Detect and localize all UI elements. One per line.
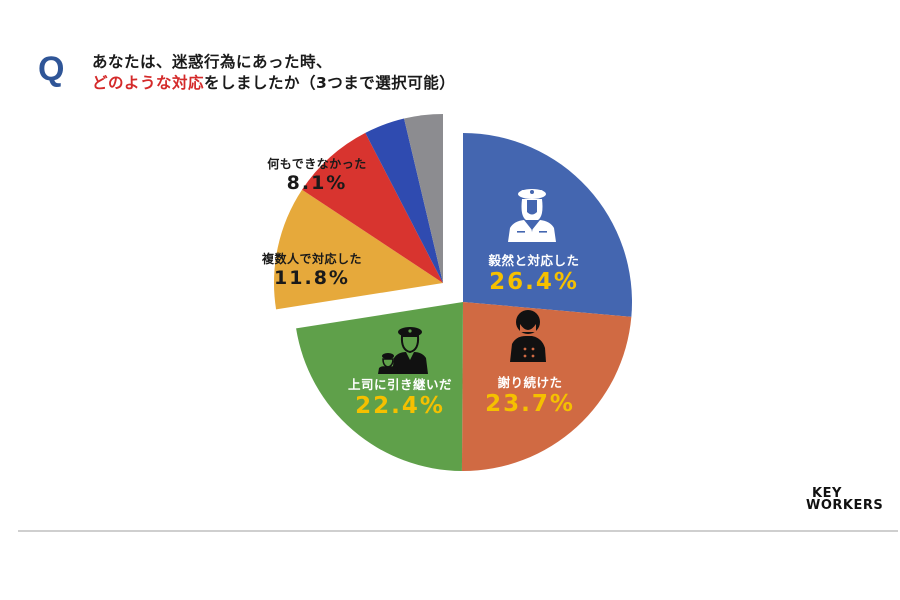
- question-text: あなたは、迷惑行為にあった時、 どのような対応をしましたか（3つまで選択可能）: [92, 52, 455, 94]
- pie-slice: [273, 189, 443, 310]
- label-supervisor-pct: 22.4%: [355, 393, 445, 419]
- key-workers-logo: KEY WORKERS: [806, 486, 884, 513]
- pie-slice: [302, 132, 443, 283]
- pie-slice: [296, 302, 463, 471]
- bottom-divider: [18, 530, 898, 532]
- female-officer-icon: [508, 189, 556, 242]
- logo-line-1: KEY: [812, 486, 842, 501]
- label-multiple: 複数人で対応した 11.8%: [252, 250, 372, 289]
- pie-exploded-group: [273, 114, 443, 310]
- apologizing-person-icon: [510, 310, 546, 362]
- label-multiple-pct: 11.8%: [274, 267, 350, 289]
- label-resolute-pct: 26.4%: [489, 269, 579, 295]
- label-supervisor-name: 上司に引き継いだ: [347, 377, 452, 392]
- question-mark-q: Q: [38, 50, 65, 88]
- label-apologized: 謝り続けた 23.7%: [470, 372, 590, 417]
- question-highlight: どのような対応: [92, 74, 205, 92]
- label-resolute: 毅然と対応した 26.4%: [474, 250, 594, 295]
- label-multiple-name: 複数人で対応した: [261, 252, 362, 266]
- pie-slice: [365, 118, 443, 283]
- label-resolute-name: 毅然と対応した: [488, 253, 580, 268]
- question-line-2: どのような対応をしましたか（3つまで選択可能）: [92, 73, 455, 94]
- pie-slice: [461, 302, 632, 471]
- pie-main-group: [296, 133, 632, 471]
- supervisor-handover-icon: [378, 327, 428, 374]
- label-apologized-name: 謝り続けた: [497, 375, 563, 390]
- label-apologized-pct: 23.7%: [485, 391, 575, 417]
- question-line-1: あなたは、迷惑行為にあった時、: [92, 53, 333, 71]
- label-supervisor: 上司に引き継いだ 22.4%: [340, 374, 460, 419]
- logo-line-2: WORKERS: [806, 498, 884, 513]
- label-nothing-pct: 8.1%: [286, 172, 348, 194]
- pie-slice: [404, 114, 443, 283]
- label-nothing: 何もできなかった 8.1%: [252, 155, 382, 194]
- label-nothing-name: 何もできなかった: [267, 157, 367, 171]
- question-line-2-rest: をしましたか（3つまで選択可能）: [204, 74, 456, 92]
